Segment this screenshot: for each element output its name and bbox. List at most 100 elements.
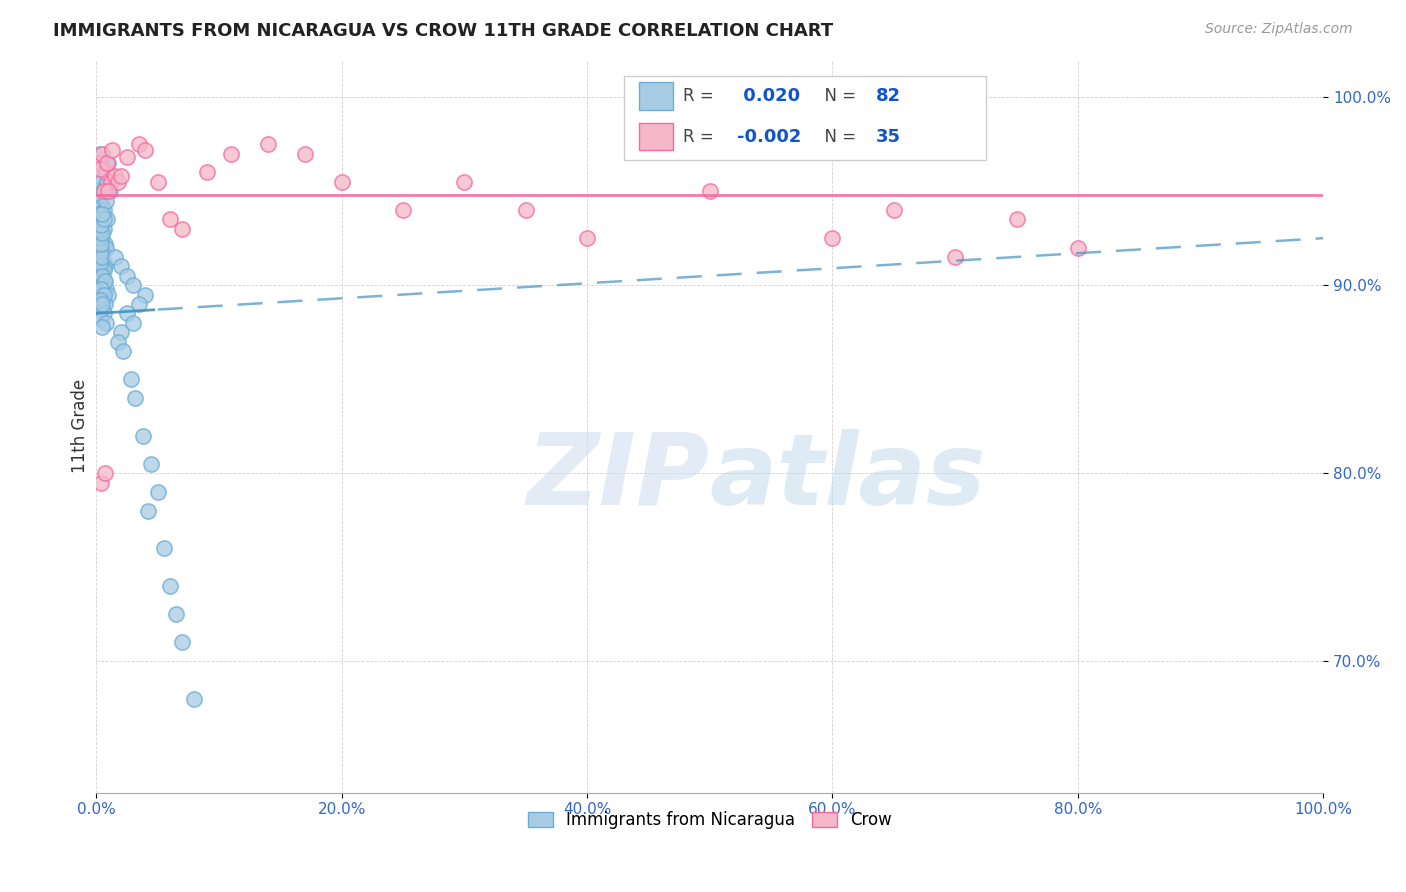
- Point: [943, 250, 966, 264]
- Point: [101, 143, 124, 157]
- Point: [94, 241, 117, 255]
- Point: [89, 231, 111, 245]
- Point: [93, 184, 115, 198]
- Point: [91, 319, 114, 334]
- Point: [90, 260, 112, 274]
- Point: [89, 293, 111, 308]
- Point: [87, 156, 110, 170]
- Point: [93, 306, 115, 320]
- Point: [97, 184, 120, 198]
- Text: ZIP: ZIP: [527, 429, 710, 526]
- Point: [89, 161, 111, 176]
- Text: 35: 35: [876, 128, 900, 145]
- Point: [159, 212, 181, 227]
- Text: IMMIGRANTS FROM NICARAGUA VS CROW 11TH GRADE CORRELATION CHART: IMMIGRANTS FROM NICARAGUA VS CROW 11TH G…: [53, 22, 834, 40]
- Text: R =: R =: [683, 128, 718, 145]
- Point: [94, 297, 117, 311]
- Point: [94, 165, 117, 179]
- Point: [172, 635, 194, 649]
- FancyBboxPatch shape: [638, 82, 673, 111]
- Point: [1005, 212, 1028, 227]
- Point: [90, 250, 112, 264]
- Point: [94, 236, 117, 251]
- Y-axis label: 11th Grade: 11th Grade: [72, 379, 89, 473]
- Point: [90, 218, 112, 232]
- Point: [91, 297, 114, 311]
- Point: [90, 278, 112, 293]
- Point: [91, 268, 114, 283]
- Point: [97, 287, 120, 301]
- Point: [94, 282, 117, 296]
- Point: [699, 184, 721, 198]
- Point: [94, 194, 117, 208]
- Point: [94, 165, 117, 179]
- Point: [115, 150, 138, 164]
- Point: [107, 175, 129, 189]
- Point: [93, 221, 115, 235]
- Point: [89, 301, 111, 315]
- Point: [87, 241, 110, 255]
- Point: [136, 504, 159, 518]
- Point: [94, 466, 117, 480]
- Point: [97, 156, 120, 170]
- Point: [96, 212, 118, 227]
- Point: [100, 175, 122, 189]
- Legend: Immigrants from Nicaragua, Crow: Immigrants from Nicaragua, Crow: [522, 805, 898, 836]
- Point: [93, 263, 115, 277]
- Point: [90, 236, 112, 251]
- Text: N =: N =: [814, 87, 862, 105]
- Point: [90, 312, 112, 326]
- Point: [195, 165, 218, 179]
- Point: [219, 146, 242, 161]
- Point: [515, 202, 537, 217]
- Point: [90, 475, 112, 490]
- Point: [91, 263, 114, 277]
- Point: [93, 184, 115, 198]
- Point: [115, 306, 138, 320]
- Point: [128, 137, 150, 152]
- Point: [96, 156, 118, 170]
- Point: [110, 169, 132, 183]
- Point: [91, 207, 114, 221]
- Point: [392, 202, 415, 217]
- Text: N =: N =: [814, 128, 862, 145]
- Point: [104, 250, 127, 264]
- Point: [91, 146, 114, 161]
- Point: [93, 287, 115, 301]
- Point: [141, 457, 163, 471]
- Point: [89, 221, 111, 235]
- Point: [94, 274, 117, 288]
- Point: [134, 143, 156, 157]
- Point: [165, 607, 187, 621]
- Text: Source: ZipAtlas.com: Source: ZipAtlas.com: [1205, 22, 1353, 37]
- Point: [89, 194, 111, 208]
- Text: 0.020: 0.020: [737, 87, 800, 105]
- Point: [172, 221, 194, 235]
- Point: [94, 260, 117, 274]
- Text: -0.002: -0.002: [737, 128, 801, 145]
- Point: [94, 180, 117, 194]
- Point: [110, 325, 132, 339]
- Point: [87, 250, 110, 264]
- Point: [294, 146, 316, 161]
- Point: [146, 484, 169, 499]
- Point: [98, 184, 121, 198]
- Point: [115, 268, 138, 283]
- Point: [146, 175, 169, 189]
- Point: [183, 691, 205, 706]
- Text: R =: R =: [683, 87, 718, 105]
- Point: [330, 175, 353, 189]
- Point: [90, 212, 112, 227]
- Point: [159, 579, 181, 593]
- Text: atlas: atlas: [710, 429, 986, 526]
- Text: 82: 82: [876, 87, 900, 105]
- Point: [91, 250, 114, 264]
- Point: [91, 199, 114, 213]
- Point: [576, 231, 599, 245]
- Point: [91, 293, 114, 308]
- Point: [104, 169, 127, 183]
- Point: [124, 391, 146, 405]
- Point: [107, 334, 129, 349]
- Point: [120, 372, 142, 386]
- Point: [821, 231, 844, 245]
